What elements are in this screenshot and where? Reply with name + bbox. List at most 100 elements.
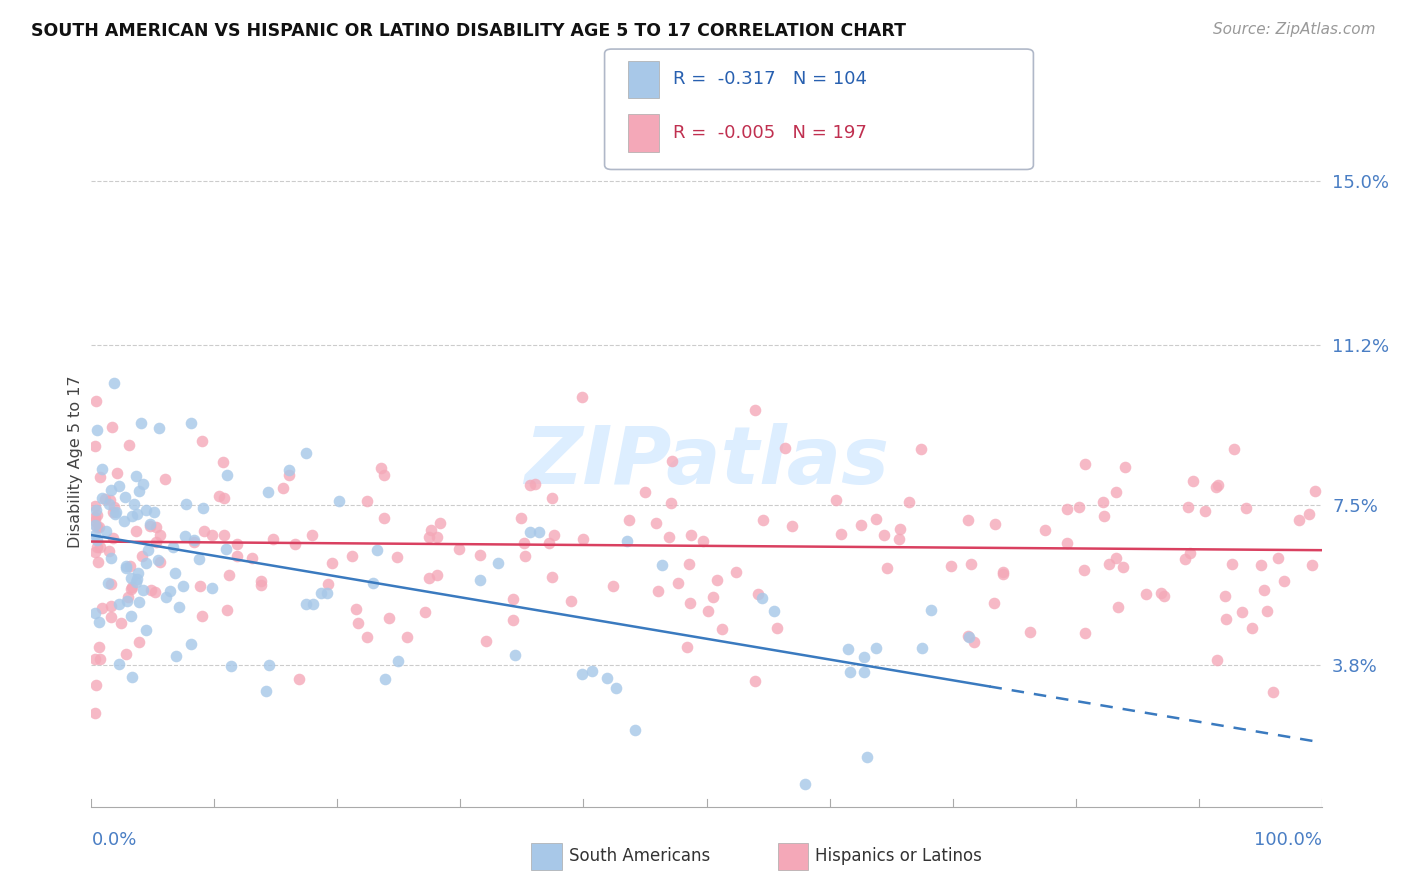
Point bbox=[1205, 480, 1227, 494]
Point bbox=[540, 491, 562, 505]
Point bbox=[1305, 484, 1327, 499]
Point bbox=[651, 558, 673, 573]
Point bbox=[676, 640, 699, 654]
Point bbox=[125, 469, 148, 483]
Point bbox=[418, 530, 440, 544]
Point bbox=[328, 494, 350, 508]
Point bbox=[619, 513, 641, 527]
Point bbox=[84, 678, 107, 692]
Point bbox=[155, 473, 177, 487]
Point bbox=[505, 648, 527, 662]
Point bbox=[188, 551, 211, 566]
Point bbox=[89, 540, 111, 554]
Point bbox=[1250, 558, 1272, 572]
Point bbox=[188, 579, 211, 593]
Point bbox=[131, 549, 153, 563]
Point bbox=[135, 623, 157, 637]
Point bbox=[112, 514, 135, 528]
Point bbox=[856, 750, 879, 764]
Point bbox=[347, 616, 370, 631]
Point bbox=[212, 528, 235, 542]
Point bbox=[294, 445, 316, 459]
Point bbox=[105, 466, 128, 480]
Point bbox=[794, 776, 817, 790]
Point bbox=[773, 441, 796, 455]
Point bbox=[143, 505, 166, 519]
Point bbox=[214, 491, 236, 506]
Point bbox=[139, 519, 162, 533]
Point bbox=[1234, 500, 1257, 515]
Point bbox=[519, 524, 541, 539]
Point bbox=[1213, 589, 1236, 603]
Point bbox=[120, 609, 142, 624]
Point bbox=[1067, 500, 1090, 515]
Point bbox=[86, 503, 108, 517]
Point bbox=[540, 570, 562, 584]
Point bbox=[89, 652, 111, 666]
Point bbox=[824, 493, 846, 508]
Point bbox=[103, 376, 125, 390]
Point bbox=[747, 587, 769, 601]
Point bbox=[361, 576, 384, 591]
Point bbox=[356, 630, 378, 644]
Point bbox=[107, 597, 129, 611]
Point bbox=[149, 528, 172, 542]
Point bbox=[1223, 442, 1246, 457]
Point bbox=[1298, 507, 1320, 521]
Point bbox=[84, 394, 107, 409]
Point bbox=[301, 597, 323, 611]
Point bbox=[262, 533, 284, 547]
Point bbox=[1074, 457, 1097, 471]
Point bbox=[1019, 624, 1042, 639]
Point bbox=[257, 657, 280, 672]
Point bbox=[127, 566, 149, 580]
Point bbox=[201, 527, 224, 541]
Point bbox=[87, 615, 110, 630]
Text: ZIPatlas: ZIPatlas bbox=[524, 423, 889, 500]
Point bbox=[1073, 564, 1095, 578]
Point bbox=[84, 439, 107, 453]
Point bbox=[226, 549, 249, 564]
Point bbox=[876, 560, 898, 574]
Point bbox=[837, 642, 859, 657]
Point bbox=[377, 611, 399, 625]
Point bbox=[295, 597, 318, 611]
Point bbox=[107, 657, 129, 671]
Point bbox=[191, 609, 214, 624]
Point bbox=[131, 476, 153, 491]
Point bbox=[218, 567, 240, 582]
Point bbox=[581, 664, 603, 678]
Point bbox=[271, 481, 294, 495]
Point bbox=[1181, 474, 1204, 488]
Point bbox=[692, 533, 714, 548]
Point bbox=[658, 531, 681, 545]
Text: R =  -0.005   N = 197: R = -0.005 N = 197 bbox=[673, 124, 868, 142]
Point bbox=[208, 489, 231, 503]
Point bbox=[374, 672, 396, 686]
Point bbox=[1056, 536, 1078, 550]
Point bbox=[86, 540, 108, 554]
Point bbox=[155, 590, 177, 604]
Point bbox=[148, 421, 170, 435]
Point bbox=[125, 572, 148, 586]
Text: Source: ZipAtlas.com: Source: ZipAtlas.com bbox=[1212, 22, 1375, 37]
Point bbox=[284, 536, 307, 550]
Point bbox=[634, 484, 657, 499]
Point bbox=[596, 672, 619, 686]
Point bbox=[571, 390, 593, 404]
Point bbox=[94, 524, 117, 539]
Point bbox=[851, 517, 873, 532]
Point bbox=[100, 599, 122, 614]
Point bbox=[744, 673, 766, 688]
Point bbox=[537, 536, 560, 550]
Point bbox=[212, 455, 235, 469]
Point bbox=[502, 592, 524, 607]
Point bbox=[91, 601, 114, 615]
Point bbox=[766, 621, 789, 635]
Point bbox=[1092, 508, 1115, 523]
Point bbox=[956, 629, 979, 643]
Point bbox=[960, 557, 983, 571]
Point bbox=[571, 667, 593, 681]
Text: Hispanics or Latinos: Hispanics or Latinos bbox=[815, 847, 983, 865]
Text: 0.0%: 0.0% bbox=[91, 831, 136, 849]
